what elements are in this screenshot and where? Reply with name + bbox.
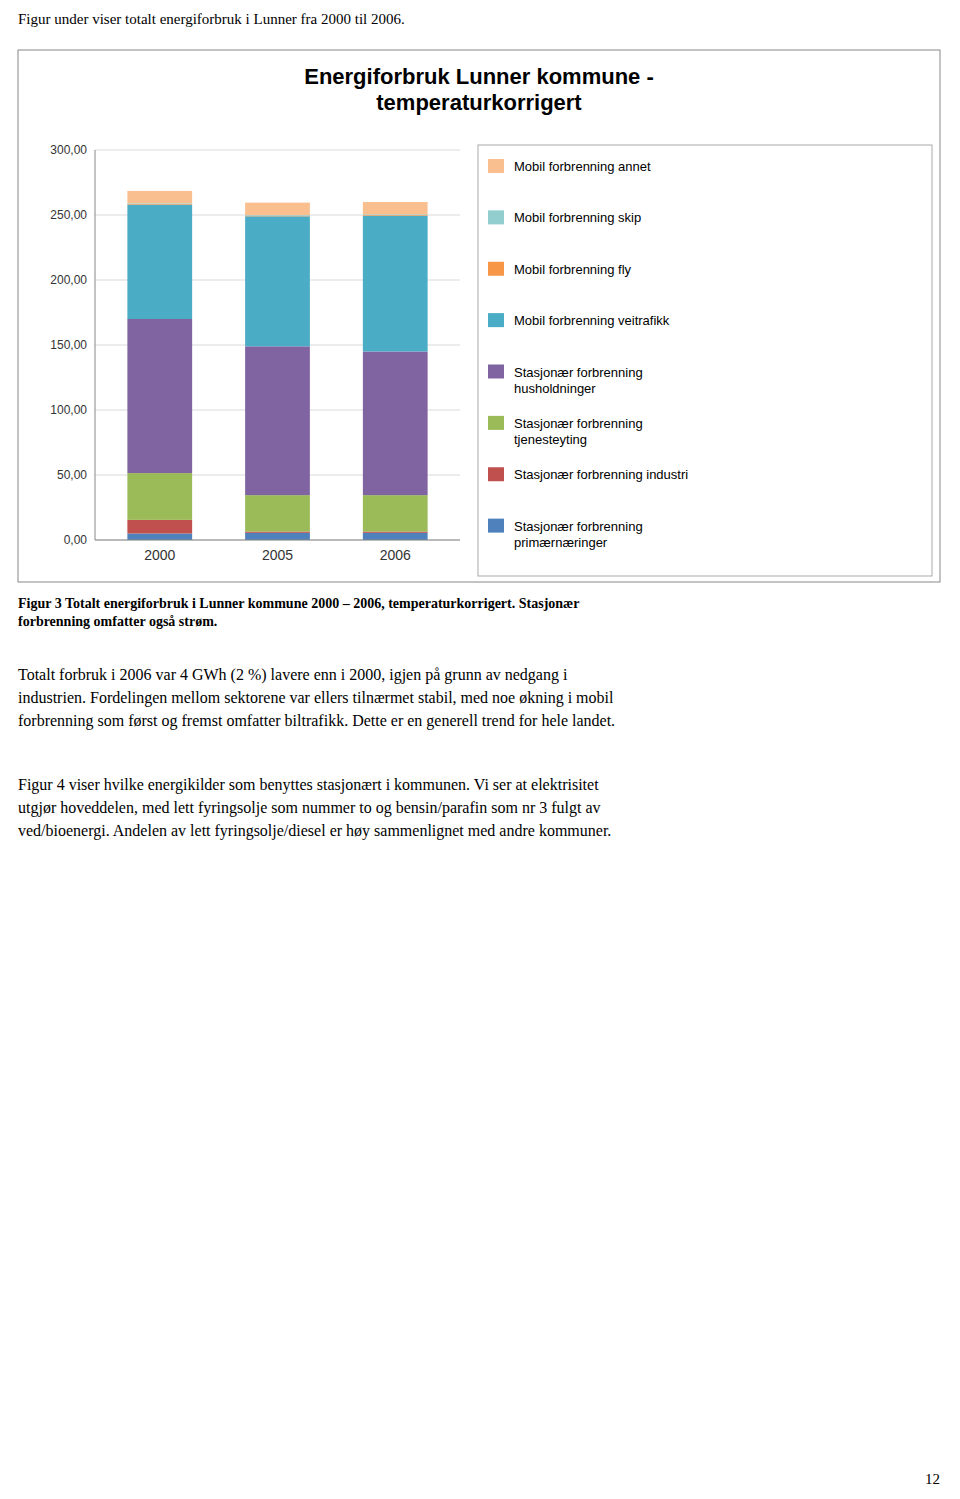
text-line: Mobil forbrenning skip [514, 210, 641, 225]
legend-swatch [488, 159, 504, 173]
y-axis [95, 150, 96, 540]
bar-segment [127, 319, 192, 473]
bar-segment [245, 203, 310, 215]
legend-label: Stasjonær forbrenning industri [514, 467, 688, 482]
y-tick-label: 50,00 [57, 468, 87, 482]
text-line: Figur 4 viser hvilke energikilder som be… [18, 776, 599, 794]
text-line: Stasjonær forbrenning [514, 519, 643, 534]
text-line: tjenesteyting [514, 432, 587, 447]
text-line: Figur under viser totalt energiforbruk i… [18, 11, 405, 27]
text-line: forbrenning omfatter også strøm. [18, 614, 217, 629]
page-number: 12 [925, 1471, 940, 1487]
bar-segment [363, 352, 428, 496]
legend-swatch [488, 313, 504, 327]
page: Figur under viser totalt energiforbruk i… [0, 0, 960, 1499]
text-line: Stasjonær forbrenning industri [514, 467, 688, 482]
y-tick-label: 300,00 [50, 143, 87, 157]
top-text: Figur under viser totalt energiforbruk i… [18, 11, 405, 27]
paragraph: Figur 4 viser hvilke energikilder som be… [18, 776, 611, 840]
bar-segment [245, 346, 310, 495]
legend-label: Stasjonær forbrenningtjenesteyting [514, 416, 643, 447]
x-tick-label: 2000 [144, 547, 175, 563]
x-tick-label: 2005 [262, 547, 293, 563]
bar-segment [127, 203, 192, 205]
x-tick-label: 2006 [380, 547, 411, 563]
bar-segment [363, 202, 428, 214]
text-line: Mobil forbrenning veitrafikk [514, 313, 670, 328]
y-tick-label: 100,00 [50, 403, 87, 417]
legend-label: Mobil forbrenning veitrafikk [514, 313, 670, 328]
figure-caption: Figur 3 Totalt energiforbruk i Lunner ko… [18, 596, 579, 629]
paragraph: Totalt forbruk i 2006 var 4 GWh (2 %) la… [18, 666, 615, 730]
legend-swatch [488, 210, 504, 224]
bar-segment [363, 495, 428, 531]
text-line: Totalt forbruk i 2006 var 4 GWh (2 %) la… [18, 666, 568, 684]
bar-segment [245, 533, 310, 540]
grid [95, 150, 460, 540]
bar-segment [127, 473, 192, 520]
legend-swatch [488, 416, 504, 430]
y-tick-label: 200,00 [50, 273, 87, 287]
grid-line [95, 150, 460, 151]
bar-segment [363, 533, 428, 540]
bar-segment [245, 495, 310, 531]
text-line: forbrenning som først og fremst omfatter… [18, 712, 615, 730]
legend-swatch [488, 262, 504, 276]
bar-segment [245, 532, 310, 533]
chart-border [18, 50, 940, 582]
legend-swatch [488, 365, 504, 379]
text-line: industrien. Fordelingen mellom sektorene… [18, 689, 614, 707]
legend-label: Mobil forbrenning annet [514, 159, 651, 174]
bars [127, 191, 427, 540]
y-tick-label: 150,00 [50, 338, 87, 352]
bar-segment [127, 191, 192, 203]
legend-swatch [488, 467, 504, 481]
bar-segment [245, 215, 310, 217]
bar-segment [127, 205, 192, 319]
bar-segment [245, 216, 310, 346]
legend-label: Mobil forbrenning skip [514, 210, 641, 225]
text-line: utgjør hoveddelen, med lett fyringsolje … [18, 799, 601, 817]
bar-segment [127, 520, 192, 534]
bar-segment [363, 216, 428, 352]
bar-segment [363, 532, 428, 533]
text-line: husholdninger [514, 381, 596, 396]
y-tick-label: 0,00 [64, 533, 88, 547]
text-line: 12 [925, 1471, 940, 1487]
y-tick-label: 250,00 [50, 208, 87, 222]
text-line: Figur 3 Totalt energiforbruk i Lunner ko… [18, 596, 579, 611]
text-line: temperaturkorrigert [376, 90, 582, 115]
text-line: Stasjonær forbrenning [514, 365, 643, 380]
legend-label: Stasjonær forbrenninghusholdninger [514, 365, 643, 396]
text-line: Mobil forbrenning fly [514, 262, 632, 277]
grid-line [95, 540, 460, 541]
bar-segment [127, 534, 192, 541]
text-line: ved/bioenergi. Andelen av lett fyringsol… [18, 822, 611, 840]
text-line: Stasjonær forbrenning [514, 416, 643, 431]
text-line: Mobil forbrenning annet [514, 159, 651, 174]
x-axis [95, 540, 460, 541]
legend-swatch [488, 519, 504, 533]
bar-segment [363, 215, 428, 217]
legend-label: Stasjonær forbrenningprimærnæringer [514, 519, 643, 550]
text-line: primærnæringer [514, 535, 608, 550]
text-line: Energiforbruk Lunner kommune - [304, 64, 654, 89]
legend-box [478, 145, 932, 576]
legend-label: Mobil forbrenning fly [514, 262, 632, 277]
chart-title: Energiforbruk Lunner kommune -temperatur… [304, 64, 654, 115]
